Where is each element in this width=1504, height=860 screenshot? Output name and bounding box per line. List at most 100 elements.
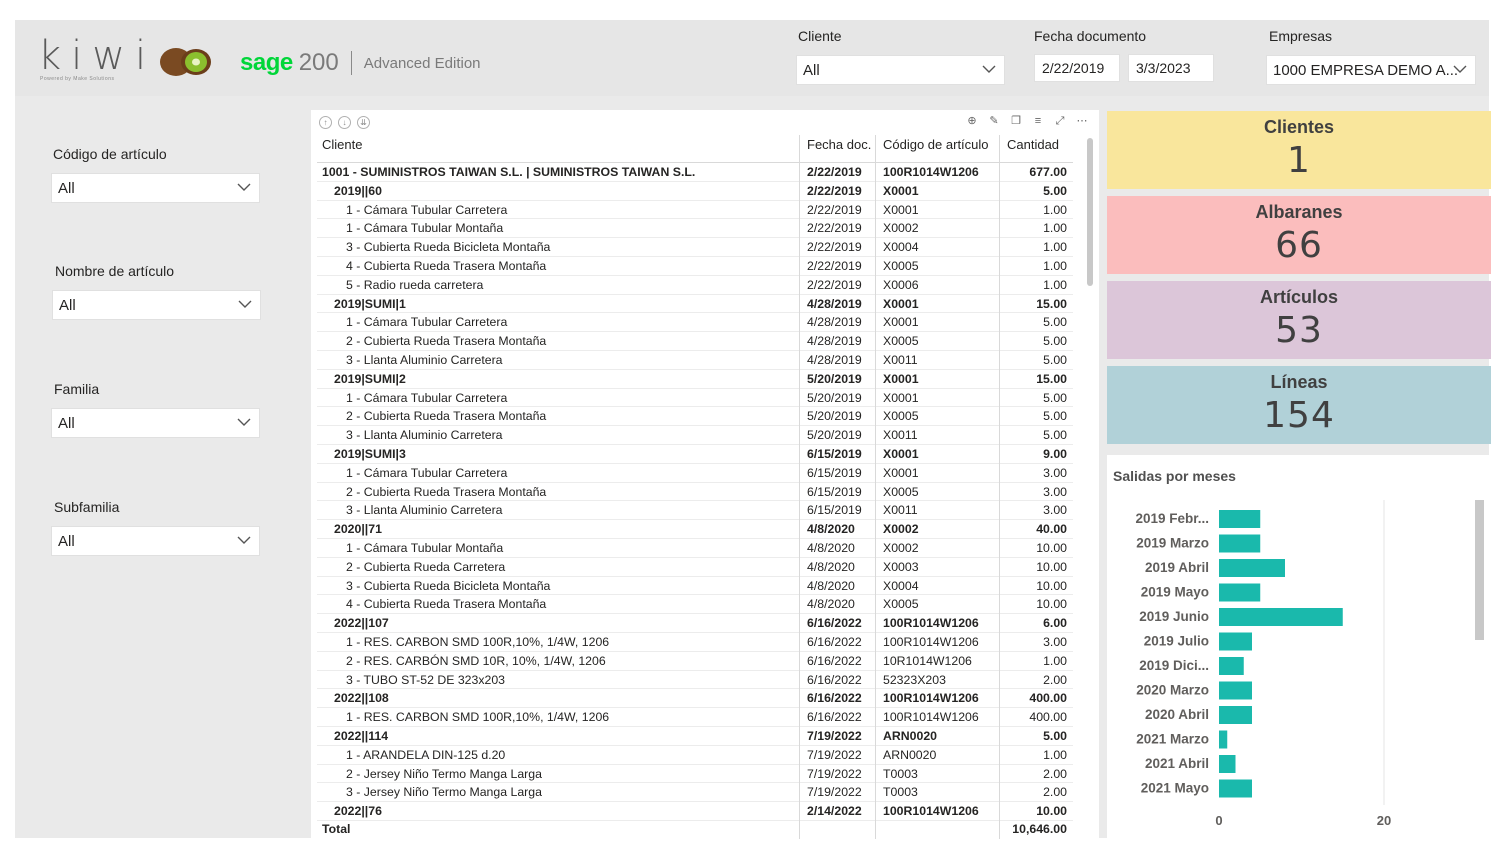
cell-fecha: 5/20/2019 <box>807 409 862 424</box>
cell-cantidad: 9.00 <box>1043 446 1067 461</box>
table-row[interactable]: 1 - RES. CARBON SMD 100R,10%, 1/4W, 1206… <box>317 708 1073 727</box>
table-row[interactable]: 2019|SUMI|2 5/20/2019 X0001 15.00 <box>317 370 1073 389</box>
chart-bar[interactable] <box>1219 510 1261 528</box>
subfamilia-dropdown[interactable]: All <box>51 526 260 556</box>
cell-fecha: 6/16/2022 <box>807 672 862 687</box>
table-row[interactable]: 4 - Cubierta Rueda Trasera Montaña 4/8/20… <box>317 595 1073 615</box>
column-header-cliente[interactable]: Cliente <box>322 137 363 152</box>
chart-bar[interactable] <box>1219 730 1228 749</box>
column-header-fecha[interactable]: Fecha doc. <box>807 137 872 152</box>
table-row[interactable]: 2 - Cubierta Rueda Trasera Montaña 6/15/2… <box>317 483 1073 502</box>
chart-bar[interactable] <box>1219 779 1252 798</box>
drill-down-icon[interactable]: ↓ <box>338 116 351 129</box>
table-row[interactable]: 3 - TUBO ST-52 DE 323x203 6/16/2022 52323X… <box>317 671 1073 690</box>
more-options-icon[interactable]: ⋯ <box>1076 115 1088 127</box>
table-row[interactable]: 1 - Cámara Tubular Montaña 4/8/2020 X0002 1… <box>317 539 1073 558</box>
column-header-cantidad[interactable]: Cantidad <box>1007 137 1060 152</box>
kpi-card-clientes[interactable]: Clientes 1 <box>1107 111 1491 189</box>
table-row[interactable]: 1 - Cámara Tubular Carretera 5/20/2019 X00… <box>317 389 1073 408</box>
cell-fecha: 4/8/2020 <box>807 559 855 574</box>
table-row[interactable]: 2 - Cubierta Rueda Trasera Montaña 4/28/2… <box>317 332 1073 351</box>
table-row[interactable]: 2 - RES. CARBÓN SMD 10R, 10%, 1/4W, 1206… <box>317 652 1073 671</box>
kpi-card-lineas[interactable]: Líneas 154 <box>1107 366 1491 444</box>
table-row[interactable]: 3 - Jersey Niño Termo Manga Larga 7/19/20… <box>317 783 1073 803</box>
chart-title: Salidas por meses <box>1113 468 1236 484</box>
cell-fecha: 6/16/2022 <box>807 653 862 668</box>
drill-mode-icon[interactable]: ⊕ <box>967 115 977 127</box>
chart-bar[interactable] <box>1219 755 1236 773</box>
chart-bar[interactable] <box>1219 657 1244 675</box>
chart-bar[interactable] <box>1219 706 1252 724</box>
cell-cantidad: 400.00 <box>1029 710 1067 725</box>
table-scrollbar[interactable] <box>1087 138 1093 286</box>
chart-bar[interactable] <box>1219 681 1252 700</box>
empresas-dropdown[interactable]: 1000 EMPRESA DEMO A... <box>1266 55 1476 85</box>
table-row[interactable]: 2019|SUMI|3 6/15/2019 X0001 9.00 <box>317 445 1073 464</box>
cell-cliente: 3 - Cubierta Rueda Bicicleta Montaña <box>346 578 551 593</box>
familia-dropdown[interactable]: All <box>51 408 260 438</box>
cell-cantidad: 1.00 <box>1043 202 1067 217</box>
table-row[interactable]: 2 - Cubierta Rueda Carretera 4/8/2020 X000… <box>317 558 1073 577</box>
table-row[interactable]: 4 - Cubierta Rueda Trasera Montaña 2/22/2… <box>317 257 1073 276</box>
table-row[interactable]: 2022||114 7/19/2022 ARN0020 5.00 <box>317 727 1073 746</box>
chart-bar[interactable] <box>1219 534 1261 553</box>
cell-fecha: 6/16/2022 <box>807 616 862 631</box>
table-row[interactable]: 1 - Cámara Tubular Carretera 6/15/2019 X00… <box>317 464 1073 483</box>
cliente-dropdown[interactable]: All <box>796 55 1005 85</box>
chart-bar[interactable] <box>1219 559 1285 577</box>
table-row[interactable]: 2019||60 2/22/2019 X0001 5.00 <box>317 182 1073 201</box>
x-tick-label: 0 <box>1215 813 1222 828</box>
cell-cantidad: 3.00 <box>1043 484 1067 499</box>
column-header-codigo[interactable]: Código de artículo <box>883 137 989 152</box>
table-row[interactable]: 3 - Cubierta Rueda Bicicleta Montaña 4/8/… <box>317 577 1073 596</box>
table-row[interactable]: 2019|SUMI|1 4/28/2019 X0001 15.00 <box>317 295 1073 314</box>
cell-cliente: 1 - Cámara Tubular Carretera <box>346 315 508 330</box>
table-row[interactable]: 2022||76 2/14/2022 100R1014W1206 10.00 <box>317 802 1073 821</box>
table-row[interactable]: 1 - RES. CARBON SMD 100R,10%, 1/4W, 1206… <box>317 633 1073 652</box>
table-row[interactable]: 3 - Cubierta Rueda Bicicleta Montaña 2/22… <box>317 238 1073 257</box>
table-row[interactable]: 2022||107 6/16/2022 100R1014W1206 6.00 <box>317 614 1073 633</box>
codigo-articulo-dropdown[interactable]: All <box>51 173 260 203</box>
cell-codigo: 100R1014W1206 <box>883 165 979 179</box>
table-row[interactable]: 2020||71 4/8/2020 X0002 40.00 <box>317 520 1073 539</box>
kpi-title: Albaranes <box>1255 202 1343 222</box>
total-value: 10,646.00 <box>1012 821 1067 836</box>
cell-codigo: X0001 <box>883 371 919 386</box>
chart-bar[interactable] <box>1219 608 1343 626</box>
table-row[interactable]: 2 - Jersey Niño Termo Manga Larga 7/19/20… <box>317 765 1073 784</box>
table-row[interactable]: 3 - Llanta Aluminio Carretera 4/28/2019 X0… <box>317 351 1073 370</box>
table-row[interactable]: 1 - Cámara Tubular Carretera 2/22/2019 X00… <box>317 201 1073 220</box>
filter-icon[interactable]: ≡ <box>1034 115 1042 127</box>
cell-cliente: 5 - Radio rueda carretera <box>346 277 484 292</box>
chart-bar[interactable] <box>1219 632 1252 651</box>
cell-cliente: 1 - Cámara Tubular Montaña <box>346 540 504 555</box>
cell-codigo: 100R1014W1206 <box>883 691 979 706</box>
cell-cliente: 2019||60 <box>334 183 382 198</box>
fecha-desde-input[interactable]: 2/22/2019 <box>1034 54 1120 82</box>
cell-codigo: X0005 <box>883 334 919 349</box>
x-tick-label: 20 <box>1377 813 1391 828</box>
pin-icon[interactable]: ✎ <box>989 115 999 127</box>
drill-up-icon[interactable]: ↑ <box>319 116 332 129</box>
kpi-card-articulos[interactable]: Artículos 53 <box>1107 281 1491 359</box>
table-row[interactable]: 3 - Llanta Aluminio Carretera 5/20/2019 X0… <box>317 426 1073 445</box>
kpi-card-albaranes[interactable]: Albaranes 66 <box>1107 196 1491 274</box>
table-row[interactable]: 2 - Cubierta Rueda Trasera Montaña 5/20/2… <box>317 407 1073 427</box>
nombre-articulo-dropdown[interactable]: All <box>52 290 261 320</box>
expand-all-icon[interactable]: ⇊ <box>357 116 370 129</box>
fecha-hasta-input[interactable]: 3/3/2023 <box>1128 54 1214 82</box>
matrix-visual: ↑ ↓ ⇊ ⊕ ✎ ❐ ≡ ⤢ ⋯ Cliente Fecha doc. Cód… <box>311 110 1099 839</box>
table-row[interactable]: 5 - Radio rueda carretera 2/22/2019 X0006 1… <box>317 276 1073 295</box>
focus-mode-icon[interactable]: ⤢ <box>1055 115 1065 127</box>
chart-bar[interactable] <box>1219 583 1261 602</box>
table-row[interactable]: 1 - ARANDELA DIN-125 d.20 7/19/2022 ARN002… <box>317 746 1073 765</box>
copy-icon[interactable]: ❐ <box>1011 115 1021 127</box>
table-row[interactable]: 2022||108 6/16/2022 100R1014W1206 400.00 <box>317 689 1073 709</box>
table-row[interactable]: 1 - Cámara Tubular Carretera 4/28/2019 X00… <box>317 313 1073 333</box>
table-row[interactable]: 1001 - SUMINISTROS TAIWAN S.L. | SUMINIS… <box>317 163 1073 182</box>
cell-cliente: 1 - Cámara Tubular Montaña <box>346 221 504 236</box>
cell-codigo: X0001 <box>883 465 919 480</box>
table-row[interactable]: 3 - Llanta Aluminio Carretera 6/15/2019 X0… <box>317 501 1073 521</box>
chart-scrollbar[interactable] <box>1475 500 1484 640</box>
table-row[interactable]: 1 - Cámara Tubular Montaña 2/22/2019 X0002… <box>317 219 1073 239</box>
